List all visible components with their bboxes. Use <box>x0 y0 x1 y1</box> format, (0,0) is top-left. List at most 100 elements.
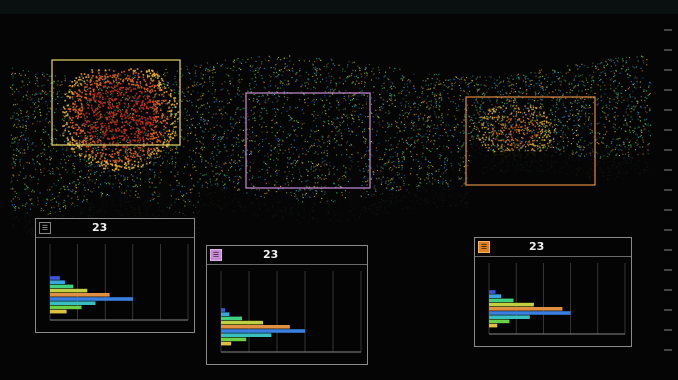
echo-speckle <box>533 132 535 134</box>
echo-speckle <box>137 119 139 121</box>
echo-speckle <box>606 155 608 158</box>
echo-speckle <box>14 208 17 210</box>
echo-speckle <box>410 127 413 129</box>
echo-speckle <box>352 118 354 120</box>
echo-speckle <box>143 103 146 105</box>
echo-speckle <box>495 105 497 108</box>
echo-speckle <box>262 139 264 141</box>
echo-speckle <box>438 145 440 147</box>
echo-speckle <box>256 101 258 103</box>
echo-speckle <box>630 75 632 77</box>
echo-speckle <box>422 87 424 89</box>
echo-speckle <box>39 111 41 114</box>
echo-speckle <box>559 149 561 151</box>
echo-speckle <box>492 130 494 132</box>
echo-speckle <box>186 124 188 127</box>
echo-speckle <box>90 154 92 156</box>
echo-speckle <box>614 106 616 108</box>
echo-speckle <box>350 75 352 77</box>
echo-speckle <box>490 145 493 147</box>
echo-speckle <box>21 99 23 101</box>
echo-speckle <box>278 152 280 155</box>
echo-speckle <box>12 125 14 127</box>
echo-speckle <box>538 115 540 117</box>
echo-speckle <box>583 123 585 125</box>
echo-speckle <box>157 202 159 204</box>
echo-speckle <box>129 75 131 77</box>
echo-speckle <box>569 92 571 94</box>
echo-speckle <box>347 64 349 66</box>
echo-speckle <box>266 112 268 114</box>
echo-speckle <box>43 153 45 155</box>
echo-speckle <box>236 59 238 61</box>
echo-speckle <box>89 164 91 166</box>
echo-speckle <box>433 95 436 97</box>
echo-speckle <box>550 109 552 112</box>
echo-speckle <box>270 76 272 78</box>
echo-speckle <box>184 185 186 188</box>
echo-speckle <box>580 74 582 76</box>
echo-speckle <box>295 134 297 136</box>
echo-speckle <box>252 162 255 164</box>
echo-speckle <box>192 167 194 169</box>
echo-speckle <box>360 113 362 115</box>
echo-speckle <box>646 111 648 113</box>
echo-speckle <box>341 135 343 137</box>
echo-speckle <box>428 164 430 166</box>
echo-speckle <box>639 116 641 118</box>
echo-speckle <box>367 171 369 173</box>
echo-speckle <box>100 142 102 144</box>
echo-speckle <box>267 94 269 96</box>
echo-speckle <box>202 78 204 80</box>
echo-speckle <box>43 84 45 86</box>
echo-speckle <box>203 104 205 106</box>
echo-speckle <box>389 67 391 69</box>
echo-speckle <box>91 163 93 165</box>
echo-speckle <box>113 170 115 172</box>
echo-speckle <box>380 106 382 108</box>
echo-speckle <box>448 124 450 126</box>
echo-speckle <box>363 157 365 159</box>
echo-speckle <box>32 142 34 144</box>
echo-speckle <box>37 183 39 185</box>
echo-speckle <box>323 106 325 108</box>
echo-speckle <box>137 193 139 195</box>
echo-speckle <box>265 109 268 112</box>
echo-speckle <box>644 119 646 121</box>
echo-speckle <box>343 120 345 122</box>
echo-speckle <box>319 68 321 70</box>
echo-speckle <box>366 150 368 152</box>
echo-speckle <box>301 84 303 86</box>
echo-speckle <box>641 137 644 139</box>
echo-speckle <box>314 73 316 75</box>
echo-speckle <box>74 124 76 126</box>
echo-speckle <box>408 79 410 81</box>
echo-speckle <box>499 82 501 84</box>
echo-speckle <box>444 128 446 130</box>
echo-speckle <box>478 89 480 91</box>
echo-speckle <box>263 121 265 123</box>
echo-speckle <box>515 121 517 123</box>
echo-speckle <box>620 145 622 147</box>
echo-speckle <box>364 142 366 144</box>
echo-speckle <box>267 172 269 174</box>
echo-speckle <box>485 113 487 115</box>
echo-speckle <box>616 144 618 146</box>
echo-speckle <box>455 118 457 120</box>
echo-speckle <box>550 146 552 148</box>
echo-speckle <box>186 65 188 68</box>
echo-speckle <box>478 137 480 139</box>
echo-speckle <box>381 181 383 183</box>
echo-speckle <box>627 151 629 153</box>
echo-speckle <box>644 96 646 98</box>
echo-speckle <box>565 110 567 112</box>
echo-speckle <box>565 72 567 74</box>
echo-speckle <box>483 101 485 103</box>
echo-speckle <box>359 68 361 70</box>
echo-speckle <box>535 75 537 77</box>
echo-speckle <box>328 116 330 118</box>
echo-speckle <box>554 81 556 83</box>
echo-speckle <box>484 139 486 141</box>
echo-speckle <box>246 160 248 162</box>
echo-speckle <box>515 114 517 116</box>
